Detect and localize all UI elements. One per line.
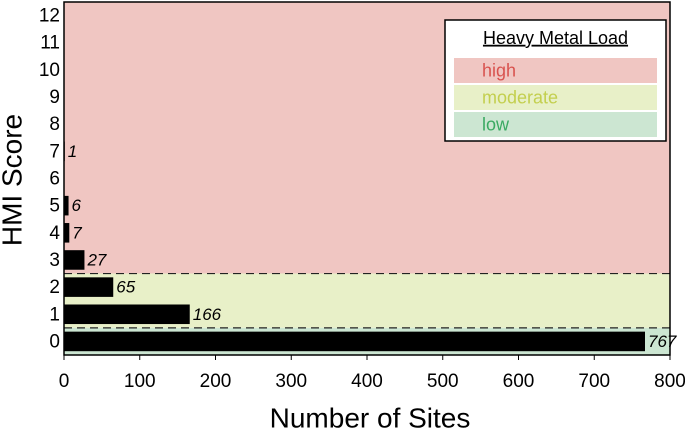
y-tick-label: 12: [39, 6, 60, 27]
bar: [64, 277, 114, 297]
plot-frame: [63, 1, 671, 356]
x-tick-label: 800: [654, 371, 685, 392]
legend-swatch: [454, 58, 657, 83]
data-label: 1: [68, 142, 77, 161]
x-tick-label: 300: [275, 371, 307, 392]
data-label: 27: [86, 250, 106, 269]
y-tick-label: 0: [49, 331, 60, 352]
legend-title: Heavy Metal Load: [483, 28, 628, 48]
y-tick-label: 7: [49, 141, 60, 162]
y-tick-label: 4: [49, 223, 60, 244]
y-tick-label: 10: [39, 60, 60, 81]
x-tick-label: 200: [200, 371, 232, 392]
data-label: 767: [648, 332, 677, 351]
y-tick-label: 6: [49, 169, 60, 190]
bar: [64, 250, 85, 270]
bar: [64, 331, 646, 352]
x-tick-label: 0: [59, 371, 70, 392]
legend-label: low: [482, 114, 510, 134]
legend-label: high: [482, 60, 516, 80]
data-label: 166: [193, 305, 222, 324]
bar: [64, 304, 190, 325]
x-axis-label: Number of Sites: [270, 402, 471, 433]
y-tick-label: 3: [49, 250, 60, 271]
data-label: 65: [116, 278, 135, 297]
x-tick-label: 600: [503, 371, 535, 392]
legend-label: moderate: [482, 87, 558, 107]
x-tick-label: 500: [427, 371, 459, 392]
x-tick-label: 700: [578, 371, 610, 392]
y-tick-label: 1: [49, 304, 60, 325]
y-tick-label: 5: [49, 196, 60, 217]
bar: [64, 223, 70, 243]
legend-swatch: [454, 112, 657, 137]
data-label: 7: [72, 223, 82, 242]
y-tick-label: 8: [49, 114, 60, 135]
y-axis-label: HMI Score: [0, 114, 27, 246]
bar: [64, 195, 69, 216]
x-tick-label: 100: [124, 371, 156, 392]
legend-swatch: [454, 85, 657, 110]
y-tick-label: 11: [40, 33, 60, 54]
x-tick-label: 400: [351, 371, 383, 392]
y-tick-label: 9: [49, 87, 60, 108]
data-label: 6: [72, 196, 82, 215]
y-tick-label: 2: [49, 277, 60, 298]
